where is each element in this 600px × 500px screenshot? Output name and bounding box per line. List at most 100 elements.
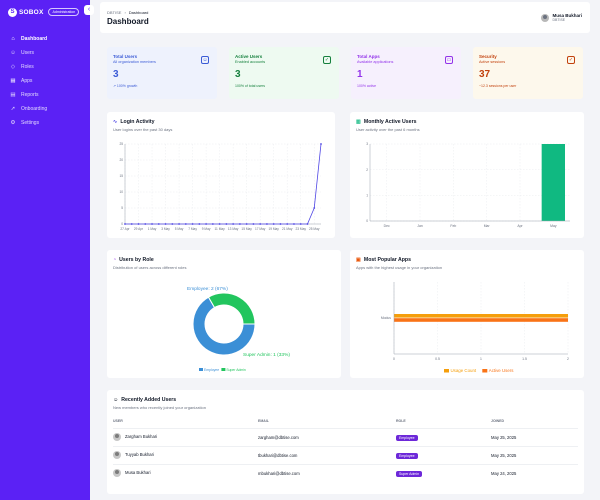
table-row[interactable]: Zargham Bukhari zargham@dbtise.com Emplo… <box>113 427 578 446</box>
page-title: Dashboard <box>107 17 149 26</box>
login-data-point <box>279 223 282 225</box>
legend-swatch <box>199 368 203 371</box>
login-data-point <box>259 223 262 225</box>
sidebar-item-roles[interactable]: ◇ Roles <box>0 60 90 74</box>
x-tick-label: 1 May <box>148 227 157 231</box>
y-tick-label: 0 <box>366 219 368 223</box>
joined-date: May 25, 2025 <box>491 427 578 446</box>
role-slice <box>192 296 256 356</box>
stat-title: Security <box>479 54 497 59</box>
users-by-role-card: ◔ Users by Role Distribution of users acr… <box>107 250 341 378</box>
sidebar-item-users[interactable]: ☺ Users <box>0 46 90 60</box>
x-tick-label: Feb <box>450 224 456 228</box>
x-tick-label: 3 May <box>161 227 170 231</box>
role-badge: Employee <box>396 452 418 459</box>
chevron-left-icon: ‹ <box>87 6 91 13</box>
most-popular-apps-subtitle: Apps with the highest usage in your orga… <box>356 265 443 270</box>
brand: S SOBOX Administration <box>0 1 90 23</box>
sidebar-item-onboarding[interactable]: ➚ Onboarding <box>0 102 90 116</box>
x-tick-label: Mar <box>484 224 491 228</box>
login-data-point <box>151 223 153 225</box>
slice-label: Super Admin: 1 (33%) <box>243 352 290 358</box>
y-tick-label: 25 <box>119 142 123 146</box>
y-tick-label: 10 <box>119 190 123 194</box>
users-by-role-title: Users by Role <box>119 257 154 263</box>
y-tick-label: 2 <box>366 168 368 172</box>
most-popular-apps-title: Most Popular Apps <box>363 257 411 263</box>
stat-card-active-users: Active Users Enabled accounts 3 100% of … <box>229 47 339 99</box>
x-tick-label: 13 May <box>228 227 239 231</box>
sidebar-item-label: Reports <box>21 92 39 98</box>
login-data-point <box>306 223 309 225</box>
user-name: Musa Bukhari <box>125 470 151 476</box>
avatar <box>113 469 121 478</box>
login-series-line <box>125 143 322 225</box>
sidebar-item-settings[interactable]: ⚙ Settings <box>0 116 90 130</box>
x-tick-label: 1 <box>480 357 482 361</box>
sidebar-item-apps[interactable]: ▦ Apps <box>0 74 90 88</box>
login-data-point <box>286 223 289 225</box>
user-email: mbukhari@dbtise.com <box>258 463 396 482</box>
stat-title: Active Users <box>235 54 263 59</box>
x-tick-label: 5 May <box>175 227 184 231</box>
onboarding-icon: ➚ <box>10 106 16 112</box>
user-org: DBTISE <box>552 18 566 23</box>
legend-swatch <box>444 369 449 373</box>
slice-label: Employee: 2 (67%) <box>187 286 228 292</box>
user-email: tbukhari@dbtise.com <box>258 445 396 464</box>
user-email: zargham@dbtise.com <box>258 427 396 446</box>
sidebar-item-dashboard[interactable]: ⌂ Dashboard <box>0 32 90 46</box>
column-header-role: ROLE <box>396 418 406 423</box>
main-content: DBTISE › Dashboard Dashboard Musa Bukhar… <box>100 0 600 500</box>
login-data-point <box>245 223 248 225</box>
table-row[interactable]: Musa Bukhari mbukhari@dbtise.com Super A… <box>113 463 578 482</box>
breadcrumb-org[interactable]: DBTISE <box>107 10 122 15</box>
login-data-point <box>293 223 295 225</box>
login-data-point <box>252 223 255 225</box>
user-menu[interactable]: Musa Bukhari DBTISE <box>541 13 582 22</box>
breadcrumb: DBTISE › Dashboard <box>107 10 148 15</box>
bar-chart-icon: ▥ <box>356 119 361 125</box>
stat-card-total-users: Total Users All organization members 3 ↗… <box>107 47 217 99</box>
column-header-email: EMAIL <box>258 418 269 423</box>
x-tick-label: 11 May <box>215 227 226 231</box>
sidebar-item-reports[interactable]: ▤ Reports <box>0 88 90 102</box>
login-data-point <box>320 143 322 145</box>
y-tick-label: 1 <box>366 194 368 198</box>
login-activity-chart: 0 5 10 15 20 25 27 Apr 29 Apr 1 May 3 May 5 May 7 M… <box>119 142 322 231</box>
login-data-point <box>225 223 228 225</box>
sidebar-item-label: Users <box>21 50 35 56</box>
login-data-point <box>157 223 160 225</box>
login-data-point <box>184 223 187 225</box>
column-header-user: USER <box>113 418 123 423</box>
app-usage-bar <box>394 314 568 318</box>
x-tick-label: 19 May <box>268 227 279 231</box>
login-data-point <box>164 223 167 225</box>
sidebar-item-label: Apps <box>21 78 33 84</box>
legend-label: Usage Count <box>451 368 477 373</box>
user-name: Zargham Bukhari <box>125 434 158 440</box>
table-row[interactable]: Tuyyab Bukhari tbukhari@dbtise.com Emplo… <box>113 445 578 464</box>
mau-bar <box>541 144 565 221</box>
login-data-point <box>313 207 316 209</box>
app-window-icon: ▭ <box>445 56 453 64</box>
role-badge: Super Admin <box>396 470 423 477</box>
users-icon: ☺ <box>10 50 16 56</box>
users-by-role-subtitle: Distribution of users across different r… <box>113 265 187 270</box>
monthly-active-users-chart: 0 1 2 3 Dec Jan Feb Mar Apr May <box>366 142 570 228</box>
collapse-sidebar-button[interactable]: ‹ <box>84 5 94 15</box>
user-check-icon: ✓ <box>323 56 331 64</box>
administration-badge: Administration <box>48 8 80 16</box>
stat-footer: 100% of total users <box>235 84 265 88</box>
login-data-point <box>191 223 194 225</box>
activity-icon: ∿ <box>113 119 118 125</box>
recent-users-subtitle: New members who recently joined your org… <box>113 405 206 410</box>
login-data-point <box>205 223 208 225</box>
role-slice <box>207 292 256 325</box>
x-tick-label: 29 Apr <box>134 227 144 231</box>
stat-subtitle: All organization members <box>113 60 156 64</box>
most-popular-apps-chart: 0 0.5 1 1.5 2 Modus Usage Count Active Users <box>381 282 569 373</box>
y-tick-label: 3 <box>366 142 368 146</box>
x-tick-label: 17 May <box>255 227 266 231</box>
login-data-point <box>218 223 221 225</box>
